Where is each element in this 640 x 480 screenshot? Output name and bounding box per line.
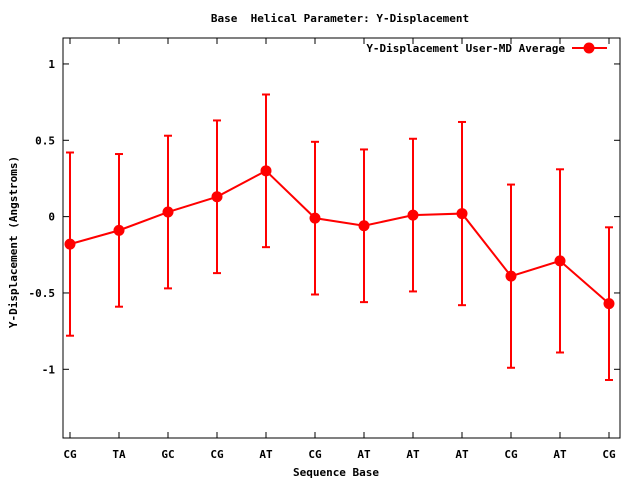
data-point	[113, 224, 125, 236]
data-point	[260, 165, 272, 177]
data-point	[162, 206, 174, 218]
y-axis-label: Y-Displacement (Angstroms)	[7, 156, 20, 328]
x-tick-label: AT	[406, 448, 420, 461]
data-point	[456, 208, 468, 220]
data-point	[407, 209, 419, 221]
x-tick-label: CG	[210, 448, 224, 461]
x-tick-label: AT	[455, 448, 469, 461]
y-tick-label: 0	[48, 211, 55, 224]
legend-label: Y-Displacement User-MD Average	[366, 42, 565, 55]
series-line	[69, 169, 610, 305]
x-tick-label: CG	[602, 448, 616, 461]
legend-marker	[583, 42, 595, 54]
x-tick-label: CG	[504, 448, 518, 461]
x-tick-label: AT	[553, 448, 567, 461]
data-point	[211, 191, 223, 203]
x-tick-label: CG	[308, 448, 322, 461]
x-axis: CG TA GC CG AT CG AT AT AT CG AT CG	[63, 38, 616, 461]
data-point	[358, 220, 370, 232]
legend: Y-Displacement User-MD Average	[366, 42, 607, 55]
plot-frame	[62, 37, 621, 439]
y-tick-label: 0.5	[35, 134, 55, 147]
x-tick-label: AT	[357, 448, 371, 461]
data-point	[309, 212, 321, 224]
data-point	[64, 238, 76, 250]
y-axis: 1 0.5 0 -0.5 -1	[29, 58, 620, 376]
y-tick-label: -1	[42, 363, 56, 376]
y-tick-label: -0.5	[29, 287, 56, 300]
chart-title: Base Helical Parameter: Y-Displacement	[211, 12, 469, 25]
y-tick-label: 1	[48, 58, 55, 71]
data-point	[603, 298, 615, 310]
series-layer	[64, 93, 615, 381]
x-tick-label: AT	[259, 448, 273, 461]
data-point	[505, 270, 517, 282]
x-tick-label: CG	[63, 448, 77, 461]
x-axis-label: Sequence Base	[293, 466, 379, 479]
x-tick-label: TA	[112, 448, 126, 461]
data-point	[554, 255, 566, 267]
x-tick-label: GC	[161, 448, 174, 461]
